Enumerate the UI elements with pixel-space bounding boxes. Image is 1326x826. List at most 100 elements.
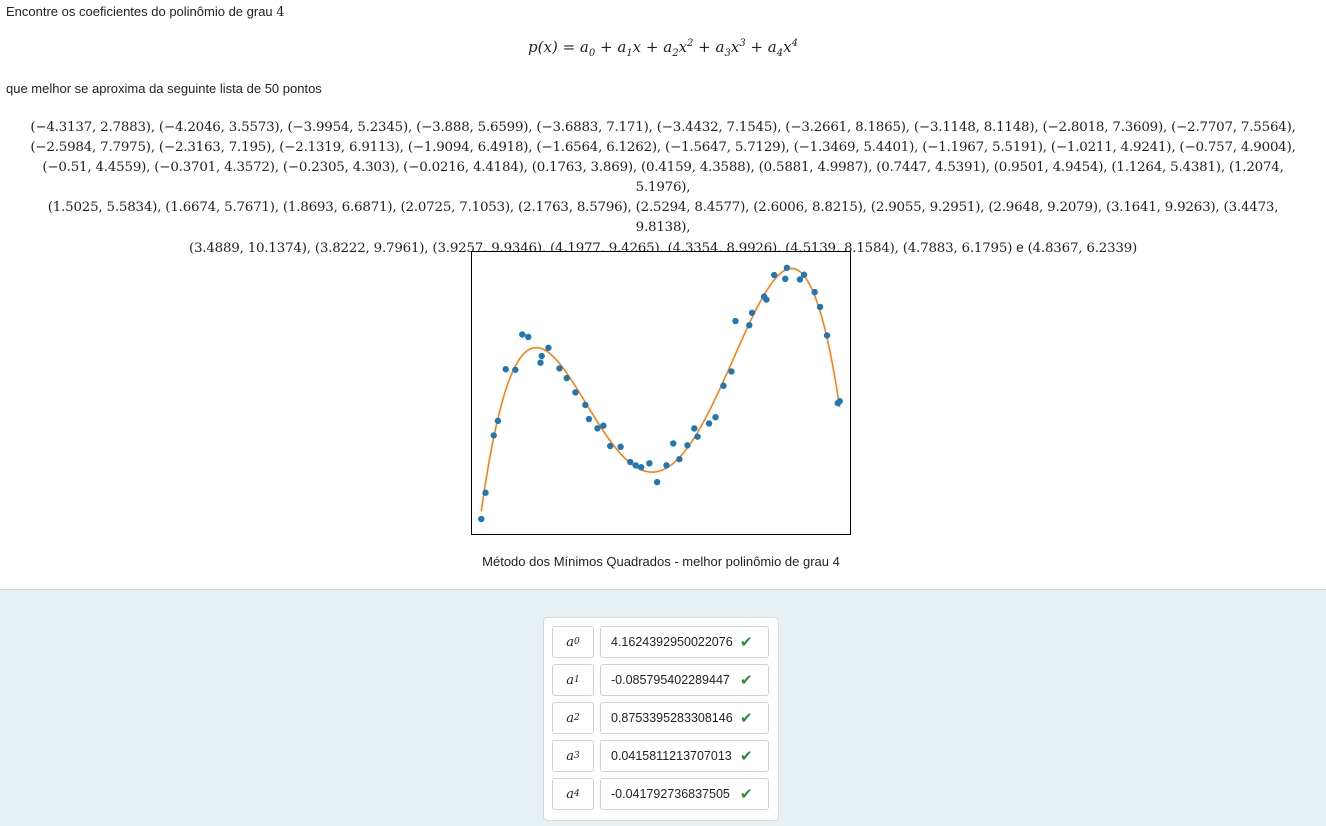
formula-term: + a <box>595 38 627 56</box>
points-line: (1.5025, 5.5834), (1.6674, 5.7671), (1.8… <box>47 200 1279 235</box>
points-line: (−4.3137, 2.7883), (−4.2046, 3.5573), (−… <box>30 120 1296 135</box>
formula-sub: 0 <box>588 48 596 59</box>
formula-term: x <box>783 38 792 56</box>
coefficient-value: 4.1624392950022076 <box>611 635 733 649</box>
data-point <box>748 309 756 316</box>
data-point <box>512 366 519 373</box>
data-point <box>632 462 639 469</box>
data-point <box>811 288 818 296</box>
data-point <box>600 422 607 429</box>
data-point <box>836 398 843 405</box>
data-point <box>502 366 509 373</box>
correct-check-icon: ✔ <box>740 634 753 651</box>
points-last: (4.8367, 6.2339) <box>1023 241 1138 256</box>
data-point <box>783 264 791 272</box>
points-line: (−0.51, 4.4559), (−0.3701, 4.3572), (−0.… <box>42 160 1284 195</box>
data-point <box>705 420 713 427</box>
data-point <box>519 331 526 338</box>
plot-canvas <box>478 264 843 523</box>
coefficient-input-a2[interactable]: 0.8753395283308146 ✔ <box>600 702 769 734</box>
data-point <box>728 368 735 375</box>
formula-term: + a <box>745 38 777 56</box>
plot-caption: Método dos Mínimos Quadrados - melhor po… <box>482 554 840 569</box>
formula-sup: 4 <box>791 38 798 49</box>
coefficient-value: -0.085795402289447 <box>611 673 730 687</box>
data-point <box>691 425 698 432</box>
data-point <box>823 332 831 339</box>
formula-sub: 2 <box>672 48 679 59</box>
question-degree: 4 <box>276 5 285 20</box>
coefficient-value: 0.8753395283308146 <box>611 711 733 725</box>
formula-sup: 2 <box>687 38 694 49</box>
formula-term: x <box>678 38 688 56</box>
data-point <box>556 365 563 372</box>
data-point <box>653 478 661 486</box>
data-point <box>545 344 552 351</box>
question-intro-text: Encontre os coeficientes do polinômio de… <box>6 4 277 19</box>
data-point <box>638 464 645 471</box>
formula-sub: 3 <box>724 48 731 59</box>
data-point <box>563 374 570 382</box>
correct-check-icon: ✔ <box>740 672 753 689</box>
data-point <box>538 352 545 360</box>
formula-sub: 1 <box>626 48 633 59</box>
correct-check-icon: ✔ <box>740 748 753 765</box>
data-point <box>800 271 808 278</box>
coefficient-value: 0.0415811213707013 <box>611 749 732 763</box>
data-point <box>732 317 739 325</box>
data-point <box>525 333 532 341</box>
data-point <box>694 433 701 440</box>
data-point <box>720 382 727 389</box>
data-point <box>746 322 753 329</box>
formula-sup: 3 <box>739 38 746 49</box>
data-point <box>482 489 489 496</box>
data-point <box>684 442 691 449</box>
data-point <box>646 460 653 467</box>
question-points-intro: que melhor se aproxima da seguinte lista… <box>6 81 322 96</box>
formula-term: a <box>579 38 589 56</box>
coefficient-input-a0[interactable]: 4.1624392950022076 ✔ <box>600 626 769 658</box>
formula-sub: 4 <box>776 48 784 59</box>
data-point <box>494 417 502 425</box>
data-point <box>617 443 624 451</box>
data-point <box>816 303 824 311</box>
coefficient-value: -0.041792736837505 <box>611 787 730 801</box>
data-point <box>478 515 485 523</box>
correct-check-icon: ✔ <box>740 786 753 803</box>
formula-term: x + a <box>632 38 673 56</box>
coefficient-input-a4[interactable]: -0.041792736837505 ✔ <box>600 778 769 810</box>
data-point <box>663 462 670 469</box>
data-point <box>763 296 770 303</box>
data-point <box>796 276 804 283</box>
data-point <box>670 440 677 447</box>
data-point <box>607 442 614 450</box>
coefficient-input-a1[interactable]: -0.085795402289447 ✔ <box>600 664 769 696</box>
formula-term: + a <box>693 38 725 56</box>
data-point <box>585 415 593 423</box>
data-point <box>782 275 789 283</box>
data-point <box>572 389 579 396</box>
correct-check-icon: ✔ <box>740 710 753 727</box>
points-line: (−2.5984, 7.7975), (−2.3163, 7.195), (−2… <box>30 140 1296 155</box>
coefficient-input-a3[interactable]: 0.0415811213707013 ✔ <box>600 740 769 772</box>
question-intro: Encontre os coeficientes do polinômio de… <box>6 4 285 20</box>
data-point <box>490 432 497 439</box>
formula-term: x <box>730 38 740 56</box>
points-conjunction: e <box>1016 240 1024 255</box>
fit-curve <box>480 267 841 512</box>
data-point <box>676 455 683 463</box>
polynomial-formula: p(x) = a0 + a1x + a2x2 + a3x3 + a4x4 <box>0 38 1326 59</box>
formula-lhs: p(x) = <box>528 38 580 56</box>
data-point <box>627 458 634 466</box>
least-squares-plot <box>471 251 851 535</box>
data-point <box>712 414 719 421</box>
data-point <box>594 425 601 432</box>
points-list: (−4.3137, 2.7883), (−4.2046, 3.5573), (−… <box>20 118 1306 259</box>
data-point <box>537 359 544 366</box>
data-point <box>582 401 589 409</box>
